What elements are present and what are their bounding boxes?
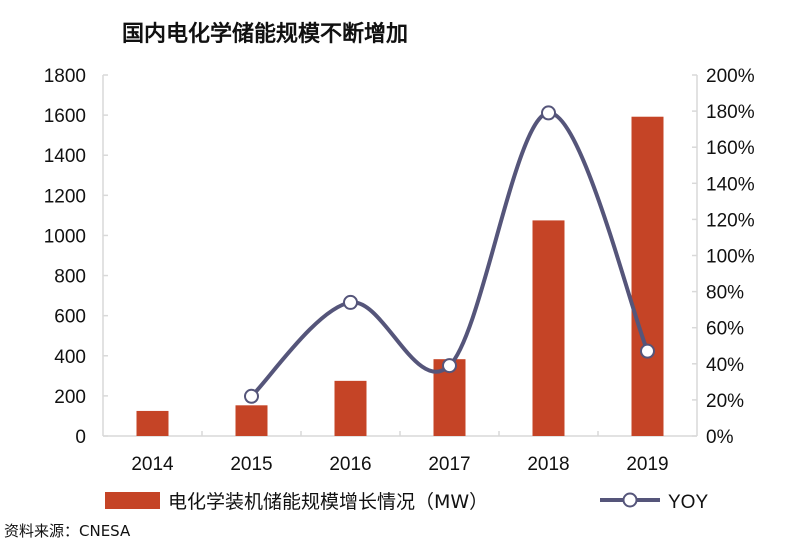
legend-line-label: YOY	[668, 492, 708, 513]
x-tick-label: 2017	[428, 454, 470, 475]
legend-bar-swatch	[105, 492, 160, 509]
left-tick-label: 0	[75, 427, 86, 448]
left-tick-label: 600	[54, 307, 86, 328]
x-tick-label: 2015	[230, 454, 272, 475]
bar-2019	[631, 116, 664, 437]
left-tick-label: 1400	[44, 146, 86, 167]
x-tick-label: 2016	[329, 454, 371, 475]
yoy-point	[244, 388, 259, 404]
legend-bar-label: 电化学装机储能规模增长情况（MW）	[168, 491, 488, 513]
bar-2015	[235, 405, 268, 436]
bar-2016	[334, 380, 367, 436]
left-tick-label: 1800	[44, 66, 86, 87]
source-note: 资料来源：CNESA	[4, 522, 131, 540]
right-tick-label: 80%	[706, 283, 744, 304]
yoy-point	[442, 358, 457, 374]
left-tick-label: 200	[54, 387, 86, 408]
right-tick-label: 0%	[706, 427, 734, 448]
yoy-point	[640, 343, 655, 359]
right-tick-label: 180%	[706, 102, 755, 123]
right-tick-label: 140%	[706, 174, 755, 195]
yoy-point	[343, 294, 358, 310]
right-tick-label: 100%	[706, 247, 755, 268]
left-tick-label: 1600	[44, 106, 86, 127]
right-tick-label: 60%	[706, 319, 744, 340]
x-tick-label: 2019	[626, 454, 668, 475]
left-tick-label: 800	[54, 267, 86, 288]
yoy-line	[250, 110, 650, 398]
legend-line-marker	[622, 492, 638, 508]
right-tick-label: 40%	[706, 355, 744, 376]
right-tick-label: 160%	[706, 138, 755, 159]
left-tick-label: 1200	[44, 186, 86, 207]
left-tick-label: 400	[54, 347, 86, 368]
bar-2018	[532, 220, 565, 436]
bar-2014	[136, 410, 169, 436]
right-tick-label: 200%	[706, 66, 755, 87]
x-tick-label: 2014	[131, 454, 174, 475]
chart-title: 国内电化学储能规模不断增加	[122, 22, 409, 47]
yoy-point	[541, 105, 556, 121]
right-tick-label: 120%	[706, 210, 755, 231]
left-tick-label: 1000	[44, 226, 86, 247]
x-tick-label: 2018	[527, 454, 569, 475]
right-tick-label: 20%	[706, 391, 744, 412]
